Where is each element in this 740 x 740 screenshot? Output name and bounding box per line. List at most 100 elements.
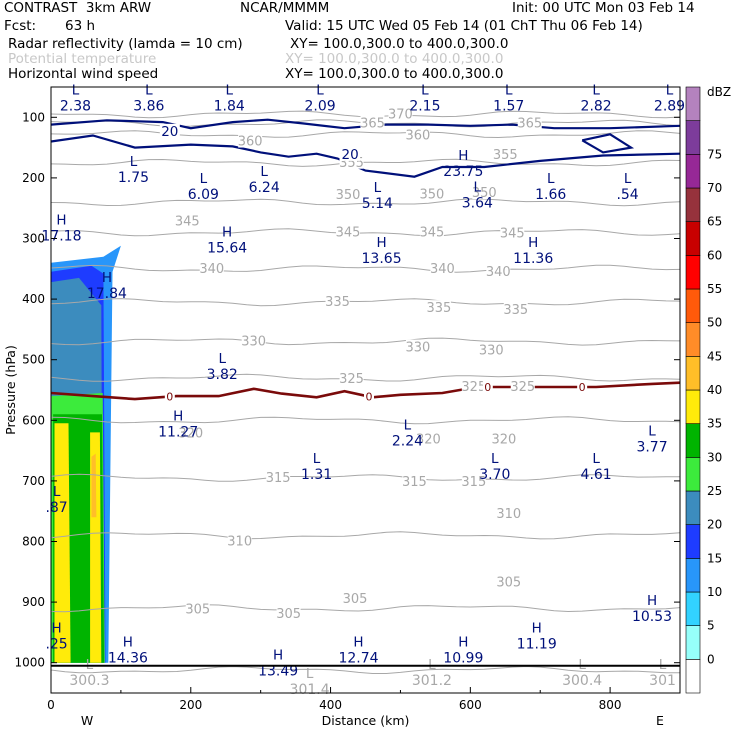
field-theta: Potential temperature [8, 51, 157, 67]
x-tick-label: 0 [47, 698, 55, 712]
x-tick-label: 800 [599, 698, 622, 712]
colorbar-label: 70 [707, 181, 722, 195]
wind-contour-label: 20 [161, 124, 178, 140]
extremum-marker: H [56, 213, 66, 229]
y-axis-label: Pressure (hPa) [3, 345, 18, 435]
colorbar-label: 25 [707, 484, 722, 498]
theta-extremum-value: 301 [649, 673, 676, 689]
field-reflectivity: Radar reflectivity (lamda = 10 cm) [8, 36, 243, 52]
theta-label-bg [486, 263, 511, 278]
extremum-value: 4.61 [581, 467, 612, 483]
theta-contour-label: 305 [343, 592, 368, 607]
colorbar-label: 65 [707, 215, 722, 229]
freezing-level-label: 0 [579, 381, 586, 394]
extremum-marker: L [547, 171, 555, 187]
colorbar-label: 10 [707, 585, 722, 599]
theta-contour-label: 315 [461, 475, 486, 490]
extremum-marker: H [532, 620, 542, 636]
theta-contour-label: 340 [486, 265, 511, 280]
wind-label-bg [340, 146, 361, 161]
freezing-label-bg [482, 380, 493, 393]
theta-contour-label: 320 [491, 433, 516, 448]
theta-contour-label: 360 [406, 128, 431, 143]
theta-label-bg [472, 185, 497, 200]
extremum-value: 3.64 [462, 195, 493, 211]
extremum-marker: H [376, 235, 386, 251]
colorbar-swatch [685, 423, 701, 458]
theta-label-bg [500, 225, 525, 240]
theta-label-bg [479, 342, 504, 357]
colorbar-label: 0 [707, 652, 715, 666]
extremum-marker: L [316, 82, 324, 98]
colorbar-swatch [685, 221, 701, 256]
theta-contour-label: 345 [500, 227, 525, 242]
colorbar-swatch [685, 389, 701, 424]
extremum-value: 2.24 [392, 433, 423, 449]
colorbar-unit: dBZ [707, 85, 731, 99]
freezing-level-label: 0 [484, 381, 491, 394]
extremum-marker: L [505, 82, 513, 98]
freezing-label-bg [577, 380, 588, 393]
extremum-value: 2.89 [654, 98, 685, 114]
extremum-value: 6.09 [188, 187, 219, 203]
extremum-marker: L [200, 171, 208, 187]
extremum-value: 2.09 [304, 98, 335, 114]
y-tick-label: 900 [22, 595, 45, 609]
theta-contour-320 [51, 416, 680, 425]
extremum-marker: H [123, 634, 133, 650]
wind-contour-20 [581, 133, 635, 154]
theta-contour-325 [51, 373, 680, 382]
colorbar-label: 45 [707, 349, 722, 363]
field-wind-xy: XY= 100.0,300.0 to 400.0,300.0 [285, 66, 504, 82]
contour-labels: 305 305 305 305 310 310 315 315 315 320 320 320 325 3… [159, 106, 588, 622]
theta-contour-label: 355 [493, 148, 518, 163]
x-tick-label: 400 [319, 698, 342, 712]
colorbar-swatch [685, 591, 701, 626]
theta-contour-label: 345 [336, 225, 361, 240]
theta-label-bg [241, 333, 266, 348]
y-tick-label: 600 [22, 413, 45, 427]
extremum-value: 11.19 [517, 636, 557, 652]
extremum-marker: H [353, 634, 363, 650]
y-tick-label: 700 [22, 474, 45, 488]
extremum-marker: H [273, 648, 283, 664]
extremum-marker: H [647, 593, 657, 609]
extremum-value: 15.64 [207, 241, 247, 257]
extremum-value: 10.53 [632, 609, 672, 625]
extremum-marker: L [491, 451, 499, 467]
theta-label-bg [336, 186, 361, 201]
x-tick-label: 200 [179, 698, 202, 712]
theta-label-bg [339, 371, 364, 386]
theta-contour-label: 365 [517, 116, 542, 131]
theta-label-bg [402, 474, 427, 489]
theta-label-bg [419, 224, 444, 239]
theta-contour-360 [51, 130, 680, 139]
colorbar-label: 20 [707, 518, 722, 532]
extremum-value: 13.65 [362, 251, 402, 267]
extremum-value: 3.82 [207, 367, 238, 383]
y-tick-label: 300 [22, 232, 45, 246]
colorbar-swatch [685, 154, 701, 189]
theta-label-bg [510, 378, 535, 393]
theta-contours [51, 110, 680, 674]
theta-label-bg [405, 339, 430, 354]
y-tick-label: 200 [22, 171, 45, 185]
theta-contour-label: 305 [185, 602, 210, 617]
extremum-marker: L [404, 417, 412, 433]
colorbar-swatch [685, 457, 701, 492]
plot-frame [50, 86, 681, 694]
theta-contour-300 [51, 665, 680, 674]
theta-contour-335 [51, 298, 680, 307]
theta-contour-label: 350 [419, 187, 444, 202]
extremum-marker: L [260, 164, 268, 180]
extremum-marker: L [666, 82, 674, 98]
reflectivity-cell [91, 453, 97, 518]
extremum-marker: L [53, 484, 61, 500]
y-tick-label: 800 [22, 535, 45, 549]
theta-label-bg [493, 146, 518, 161]
extremum-marker: H [102, 270, 112, 286]
colorbar-label: 55 [707, 282, 722, 296]
field-theta-xy: XY= 100.0,300.0 to 400.0,300.0 [285, 51, 504, 67]
